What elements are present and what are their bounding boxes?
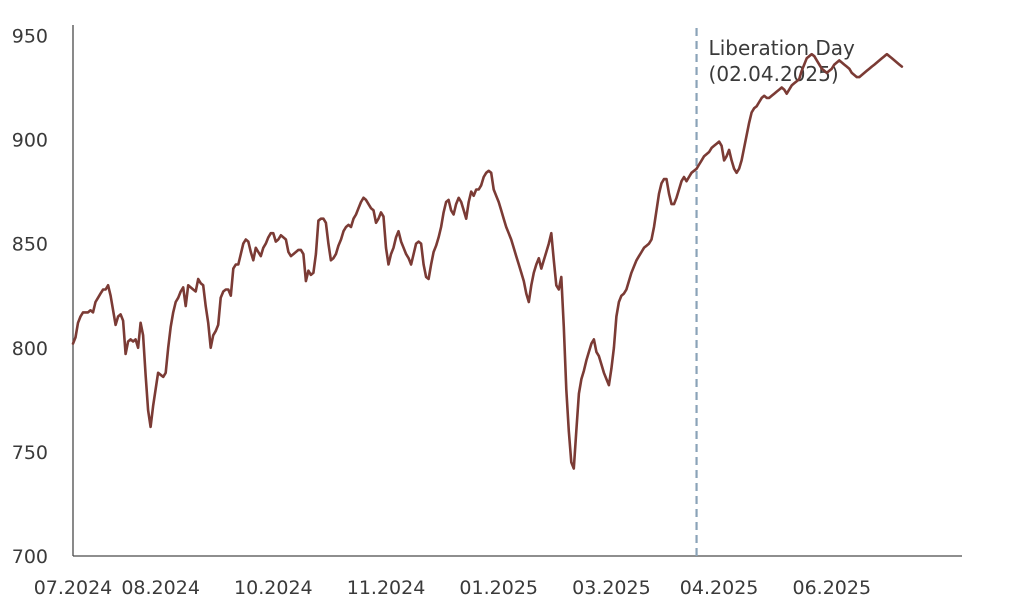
x-tick-label: 08.2024 (121, 577, 200, 599)
annotation-label-line2: (02.04.2025) (709, 62, 839, 86)
y-tick-labels: 700 750 800 850 900 950 (12, 25, 48, 568)
y-tick-label: 950 (12, 25, 48, 47)
x-tick-label: 01.2025 (459, 577, 538, 599)
annotation-label-line1: Liberation Day (709, 36, 856, 60)
y-tick-label: 850 (12, 234, 48, 256)
series-line (71, 52, 904, 470)
y-tick-label: 700 (12, 546, 48, 568)
x-tick-labels: 07.2024 08.2024 10.2024 11.2024 01.2025 03.20… (34, 577, 871, 599)
y-tick-label: 800 (12, 338, 48, 360)
x-tick-label: 10.2024 (234, 577, 313, 599)
x-tick-label: 07.2024 (34, 577, 113, 599)
x-tick-label: 11.2024 (347, 577, 426, 599)
y-tick-label: 900 (12, 130, 48, 152)
x-tick-label: 04.2025 (680, 577, 759, 599)
x-tick-label: 06.2025 (792, 577, 871, 599)
y-tick-label: 750 (12, 442, 48, 464)
x-tick-label: 03.2025 (572, 577, 651, 599)
